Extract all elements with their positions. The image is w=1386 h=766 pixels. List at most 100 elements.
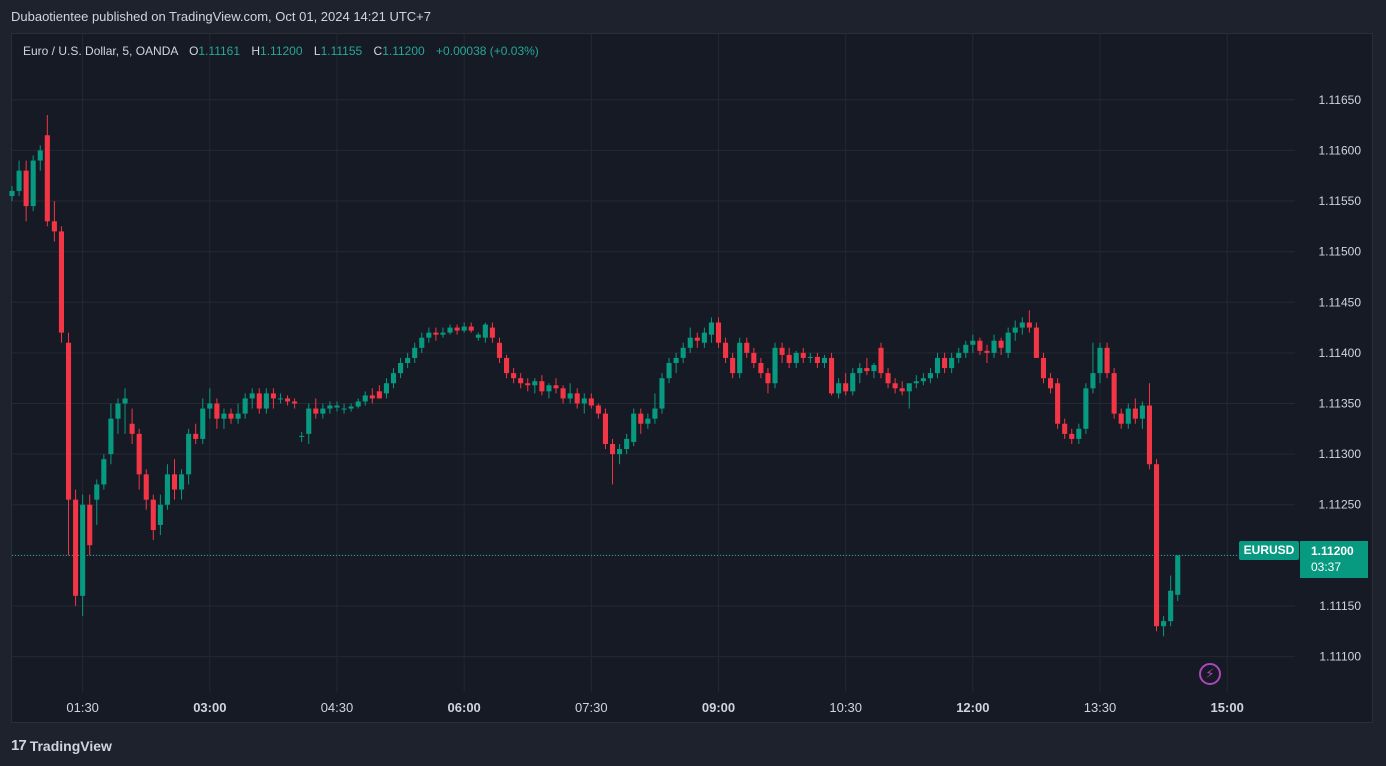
candle-body: [560, 388, 566, 399]
y-tick-label: 1.11600: [1319, 143, 1362, 157]
candle-body: [715, 322, 722, 343]
candle: [800, 347, 806, 363]
x-tick-label: 10:30: [829, 700, 862, 715]
candle-body: [9, 190, 15, 196]
candle: [320, 403, 326, 419]
candle-body: [129, 423, 135, 434]
candle-body: [200, 408, 206, 439]
candle-body: [263, 393, 269, 409]
candle: [270, 388, 276, 409]
candle: [299, 431, 305, 442]
candle: [51, 201, 57, 242]
candle-body: [461, 326, 467, 331]
candle: [892, 378, 898, 394]
candle-body: [242, 398, 248, 414]
candle: [475, 332, 481, 341]
candle: [440, 327, 446, 338]
candle-body: [666, 363, 672, 379]
candle-body: [482, 324, 488, 338]
candle-body: [836, 383, 842, 394]
candle-body: [1104, 347, 1110, 374]
candle: [412, 342, 418, 363]
candle-body: [193, 433, 199, 439]
candle-body: [1175, 555, 1181, 595]
candle: [977, 337, 983, 355]
candle: [447, 324, 453, 335]
candle: [136, 428, 142, 490]
candle-body: [1132, 408, 1138, 419]
candle: [150, 494, 156, 541]
current-price-tag: 1.11200 03:37: [1300, 541, 1368, 578]
candle-body: [186, 433, 192, 475]
candle: [828, 352, 835, 396]
candle: [419, 332, 425, 353]
candle: [80, 494, 86, 617]
candle-body: [984, 350, 990, 353]
candle-body: [207, 403, 213, 409]
candle-body: [1153, 464, 1160, 627]
candle: [730, 352, 736, 379]
candle-body: [235, 413, 241, 419]
candle-body: [920, 378, 926, 382]
candle-body: [708, 322, 714, 335]
candle-body: [857, 368, 863, 374]
candle: [744, 337, 750, 358]
candle-body: [362, 395, 368, 402]
candle-body: [284, 398, 291, 402]
candle: [37, 145, 43, 171]
candle: [984, 344, 990, 363]
candle: [30, 155, 36, 212]
candle: [94, 479, 100, 525]
candle: [228, 408, 234, 424]
candle-body: [652, 408, 658, 419]
candle: [489, 322, 495, 343]
candle: [807, 352, 813, 363]
candle-body: [390, 373, 397, 384]
candle-body: [843, 383, 849, 392]
candle: [1175, 555, 1181, 601]
candle: [1125, 403, 1131, 429]
candle: [737, 337, 743, 379]
candle-body: [1019, 322, 1025, 328]
candle-body: [419, 337, 425, 348]
candle: [991, 334, 997, 358]
candle: [179, 469, 185, 500]
candle: [9, 185, 15, 202]
y-tick-label: 1.11450: [1319, 295, 1362, 309]
candle: [1005, 327, 1011, 358]
chart-panel[interactable]: [11, 33, 1373, 723]
candle-body: [398, 363, 404, 374]
candle: [906, 383, 912, 409]
x-tick-label: 06:00: [448, 700, 481, 715]
tradingview-logo: 17: [11, 737, 27, 754]
lightning-bolt-icon[interactable]: ⚡: [1199, 663, 1221, 685]
candle: [518, 373, 524, 389]
candle-body: [518, 378, 524, 384]
candle-body: [588, 398, 594, 406]
candle-body: [143, 474, 149, 500]
candle-body: [546, 385, 552, 392]
candle: [560, 385, 566, 404]
candle: [631, 408, 637, 447]
tradingview-branding: 17 TradingView: [11, 737, 112, 754]
candle-body: [376, 391, 382, 399]
candle: [673, 352, 679, 374]
candle: [1040, 352, 1047, 384]
candle: [624, 433, 630, 455]
candles: [9, 114, 1181, 637]
x-tick-label: 15:00: [1211, 700, 1244, 715]
candle-body: [341, 408, 347, 410]
candle-body: [539, 381, 545, 392]
candle-body: [150, 499, 156, 531]
candle-body: [179, 474, 185, 490]
candle: [482, 322, 488, 343]
candle-body: [383, 383, 389, 394]
candle-body: [426, 332, 432, 338]
candle-body: [751, 352, 757, 363]
candle: [122, 388, 128, 434]
candle: [609, 438, 616, 485]
candle: [256, 388, 262, 414]
candle: [1153, 459, 1160, 632]
candle-body: [80, 504, 86, 596]
